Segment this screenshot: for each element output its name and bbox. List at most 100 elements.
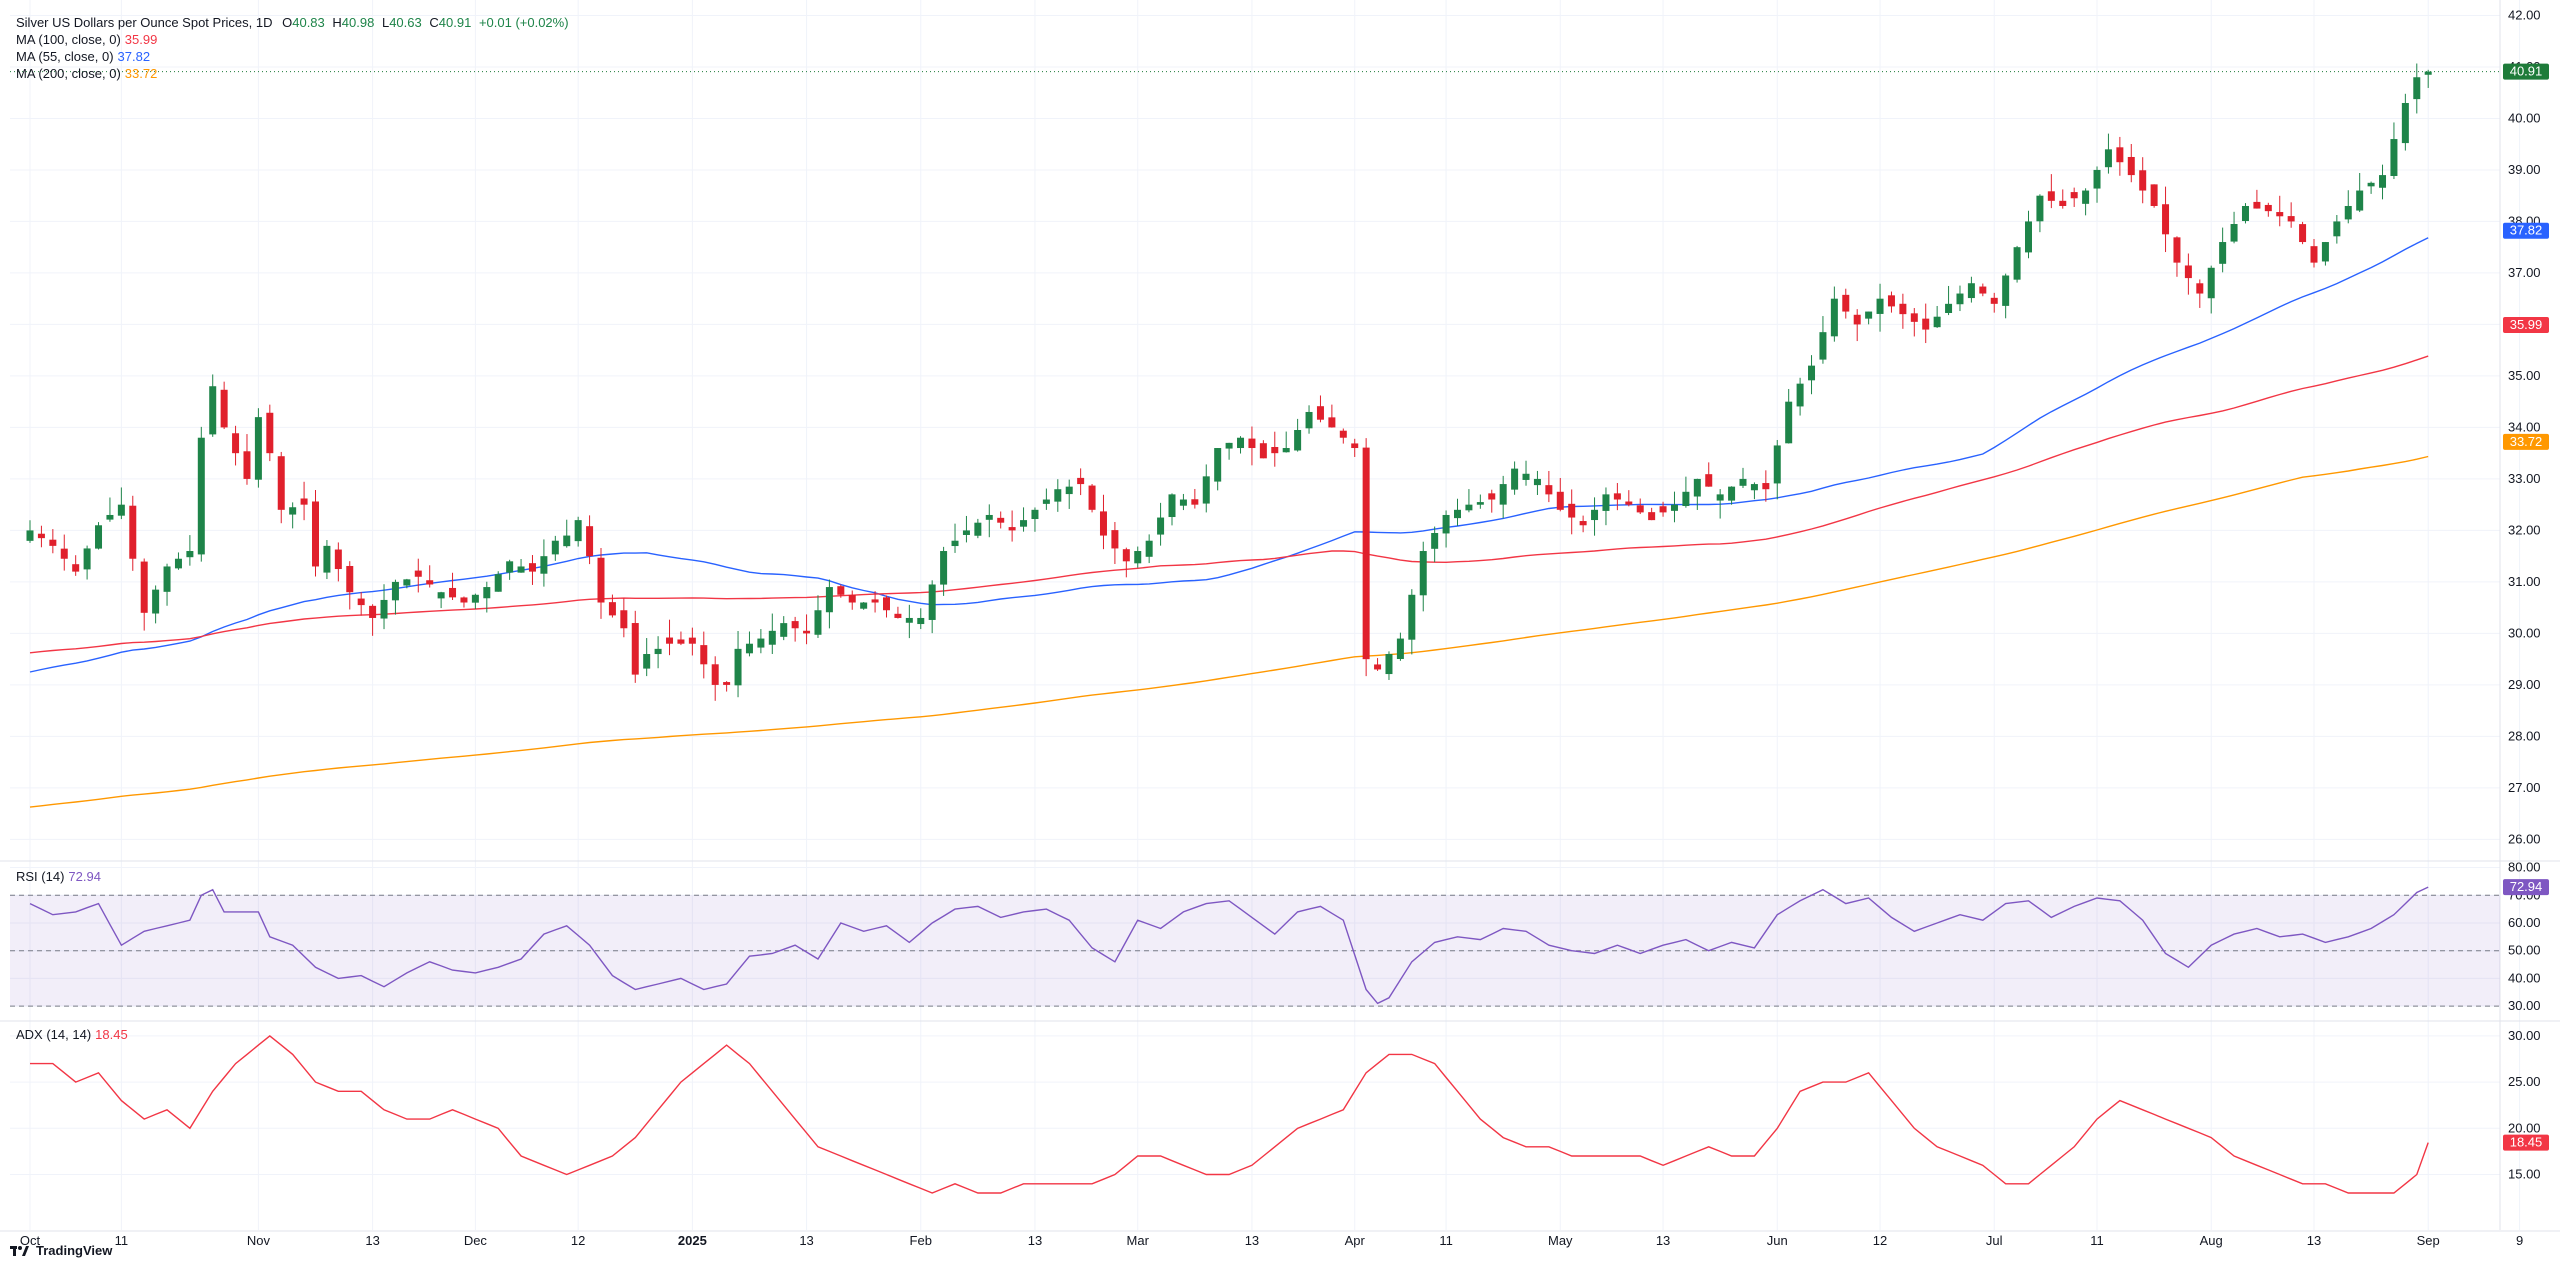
- candle-body[interactable]: [460, 597, 468, 603]
- candle-body[interactable]: [677, 639, 685, 644]
- candle-body[interactable]: [883, 597, 890, 611]
- candle-body[interactable]: [95, 525, 103, 549]
- candle-body[interactable]: [300, 498, 308, 505]
- candle-body[interactable]: [1476, 502, 1484, 505]
- ma200-legend[interactable]: MA (200, close, 0) 33.72: [16, 66, 157, 82]
- candle-body[interactable]: [1499, 484, 1507, 505]
- candle-body[interactable]: [1625, 501, 1633, 505]
- candle-body[interactable]: [1202, 476, 1210, 504]
- candle-body[interactable]: [528, 563, 536, 572]
- candle-body[interactable]: [2276, 212, 2284, 217]
- candle-body[interactable]: [254, 417, 262, 480]
- candle-body[interactable]: [1179, 499, 1187, 506]
- candle-body[interactable]: [745, 643, 753, 654]
- candle-body[interactable]: [1339, 430, 1347, 438]
- candle-body[interactable]: [243, 451, 251, 479]
- candle-body[interactable]: [471, 594, 479, 603]
- candle-body[interactable]: [780, 623, 788, 637]
- candle-body[interactable]: [974, 522, 982, 536]
- candle-body[interactable]: [2162, 204, 2170, 235]
- candle-body[interactable]: [540, 556, 548, 574]
- candle-body[interactable]: [1111, 530, 1119, 549]
- candle-body[interactable]: [951, 540, 959, 547]
- candle-body[interactable]: [2150, 184, 2158, 206]
- candle-body[interactable]: [369, 605, 377, 618]
- candle-body[interactable]: [1910, 313, 1918, 322]
- candle-body[interactable]: [1602, 494, 1610, 511]
- candle-body[interactable]: [2390, 139, 2398, 176]
- candle-body[interactable]: [506, 561, 514, 573]
- candle-body[interactable]: [220, 389, 228, 428]
- candle-body[interactable]: [1682, 491, 1690, 507]
- candle-body[interactable]: [1716, 494, 1724, 501]
- candle-body[interactable]: [1465, 504, 1473, 511]
- candle-body[interactable]: [152, 589, 160, 614]
- footer[interactable]: TradingView: [10, 1243, 112, 1258]
- candle-body[interactable]: [1351, 443, 1359, 449]
- candle-body[interactable]: [1545, 485, 1553, 495]
- candle-body[interactable]: [1967, 283, 1975, 299]
- candle-body[interactable]: [1511, 468, 1519, 490]
- candle-body[interactable]: [414, 570, 422, 577]
- candle-body[interactable]: [209, 386, 217, 435]
- candle-body[interactable]: [2207, 267, 2215, 299]
- candle-body[interactable]: [563, 535, 571, 547]
- candle-body[interactable]: [1853, 314, 1861, 325]
- candle-body[interactable]: [2344, 205, 2352, 220]
- candle-body[interactable]: [1842, 294, 1850, 312]
- candle-body[interactable]: [60, 548, 68, 559]
- candle-body[interactable]: [1065, 486, 1073, 495]
- candle-body[interactable]: [106, 514, 114, 520]
- candle-body[interactable]: [1922, 318, 1930, 330]
- adx-legend[interactable]: ADX (14, 14) 18.45: [16, 1027, 128, 1043]
- candle-body[interactable]: [37, 533, 45, 539]
- candle-body[interactable]: [1979, 286, 1987, 294]
- candle-body[interactable]: [1568, 503, 1576, 518]
- candle-body[interactable]: [1145, 540, 1153, 557]
- candle-body[interactable]: [768, 630, 776, 645]
- candle-body[interactable]: [1168, 494, 1176, 518]
- candle-body[interactable]: [83, 548, 91, 570]
- candle-body[interactable]: [837, 586, 845, 595]
- candle-body[interactable]: [437, 592, 445, 599]
- candle-body[interactable]: [586, 526, 594, 557]
- candle-body[interactable]: [232, 433, 240, 454]
- candle-body[interactable]: [1020, 520, 1028, 527]
- candle-body[interactable]: [2424, 71, 2432, 75]
- candle-body[interactable]: [688, 637, 696, 644]
- candle-body[interactable]: [1294, 430, 1302, 451]
- candle-body[interactable]: [1785, 401, 1793, 444]
- candle-body[interactable]: [825, 587, 833, 613]
- candle-body[interactable]: [1362, 447, 1370, 660]
- candle-body[interactable]: [2002, 275, 2010, 306]
- candle-body[interactable]: [2196, 283, 2204, 294]
- candle-body[interactable]: [1191, 499, 1199, 505]
- candle-body[interactable]: [357, 598, 365, 606]
- candle-body[interactable]: [1282, 448, 1290, 453]
- candle-body[interactable]: [962, 530, 970, 535]
- candle-body[interactable]: [1613, 493, 1621, 500]
- rsi-legend[interactable]: RSI (14) 72.94: [16, 869, 101, 885]
- candle-body[interactable]: [1157, 517, 1165, 535]
- candle-body[interactable]: [905, 617, 913, 623]
- candle-body[interactable]: [2299, 224, 2307, 243]
- candle-body[interactable]: [2173, 237, 2181, 263]
- candle-body[interactable]: [1762, 483, 1770, 490]
- candle-body[interactable]: [734, 648, 742, 686]
- candle-body[interactable]: [2367, 182, 2375, 187]
- candle-body[interactable]: [1122, 549, 1130, 562]
- candle-body[interactable]: [1374, 664, 1382, 670]
- candle-body[interactable]: [654, 648, 662, 655]
- ma55-legend[interactable]: MA (55, close, 0) 37.82: [16, 49, 150, 65]
- candle-body[interactable]: [289, 507, 297, 515]
- candle-body[interactable]: [1773, 445, 1781, 484]
- candlestick-series[interactable]: [26, 63, 2432, 701]
- candle-body[interactable]: [1670, 504, 1678, 511]
- candle-body[interactable]: [1522, 473, 1530, 480]
- candle-body[interactable]: [940, 551, 948, 585]
- candle-body[interactable]: [49, 539, 57, 546]
- symbol-title[interactable]: Silver US Dollars per Ounce Spot Prices,…: [16, 15, 273, 30]
- candle-body[interactable]: [517, 566, 525, 573]
- candle-body[interactable]: [1031, 509, 1039, 520]
- candle-body[interactable]: [1248, 438, 1256, 449]
